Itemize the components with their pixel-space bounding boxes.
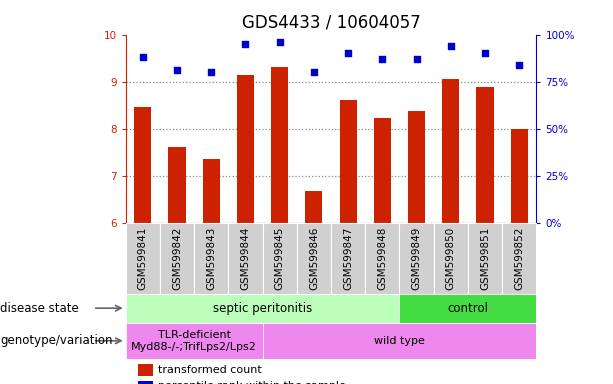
Bar — [262, 323, 536, 359]
Text: GSM599843: GSM599843 — [206, 226, 216, 290]
Bar — [408, 111, 425, 223]
Bar — [126, 223, 160, 294]
Text: GSM599845: GSM599845 — [275, 226, 284, 290]
Bar — [400, 223, 434, 294]
Text: wild type: wild type — [374, 336, 425, 346]
Bar — [138, 381, 153, 384]
Text: GSM599841: GSM599841 — [138, 226, 148, 290]
Text: disease state: disease state — [0, 302, 78, 314]
Bar — [138, 364, 153, 376]
Bar — [194, 223, 228, 294]
Bar — [169, 147, 186, 223]
Point — [172, 67, 182, 73]
Text: transformed count: transformed count — [158, 365, 262, 375]
Bar — [434, 223, 468, 294]
Point — [309, 69, 319, 75]
Point — [343, 50, 353, 56]
Bar — [476, 87, 493, 223]
Text: GSM599846: GSM599846 — [309, 226, 319, 290]
Title: GDS4433 / 10604057: GDS4433 / 10604057 — [242, 13, 421, 31]
Bar — [297, 223, 331, 294]
Bar — [160, 223, 194, 294]
Text: genotype/variation: genotype/variation — [0, 334, 113, 347]
Bar — [126, 294, 400, 323]
Bar — [203, 159, 220, 223]
Point — [207, 69, 216, 75]
Text: percentile rank within the sample: percentile rank within the sample — [158, 381, 346, 384]
Text: GSM599852: GSM599852 — [514, 226, 524, 290]
Bar — [271, 68, 288, 223]
Point — [446, 43, 455, 49]
Point — [138, 54, 148, 60]
Point — [514, 61, 524, 68]
Text: GSM599851: GSM599851 — [480, 226, 490, 290]
Point — [275, 39, 284, 45]
Bar — [331, 223, 365, 294]
Text: control: control — [447, 302, 489, 314]
Bar — [228, 223, 262, 294]
Point — [240, 41, 250, 47]
Bar — [442, 79, 459, 223]
Text: GSM599850: GSM599850 — [446, 226, 456, 290]
Bar — [400, 294, 536, 323]
Bar — [262, 223, 297, 294]
Bar — [134, 108, 151, 223]
Bar — [511, 129, 528, 223]
Point — [412, 56, 422, 62]
Bar — [365, 223, 400, 294]
Bar — [468, 223, 502, 294]
Text: GSM599844: GSM599844 — [240, 226, 251, 290]
Text: GSM599848: GSM599848 — [378, 226, 387, 290]
Text: septic peritonitis: septic peritonitis — [213, 302, 312, 314]
Text: GSM599849: GSM599849 — [411, 226, 422, 290]
Text: TLR-deficient
Myd88-/-;TrifLps2/Lps2: TLR-deficient Myd88-/-;TrifLps2/Lps2 — [131, 330, 257, 352]
Bar — [305, 191, 322, 223]
Bar — [374, 118, 391, 223]
Text: GSM599847: GSM599847 — [343, 226, 353, 290]
Bar — [126, 323, 262, 359]
Bar — [502, 223, 536, 294]
Text: GSM599842: GSM599842 — [172, 226, 182, 290]
Point — [480, 50, 490, 56]
Point — [378, 56, 387, 62]
Bar — [340, 101, 357, 223]
Bar — [237, 74, 254, 223]
